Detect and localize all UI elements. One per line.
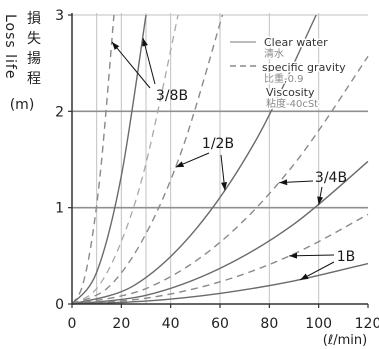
curve-3-8b-viscosity	[71, 14, 179, 305]
annotation-label-1-2b: 1/2B	[202, 136, 234, 152]
y-tick-label: 3	[55, 8, 64, 24]
y-axis-title: Loss life 損 失 揚 程 (m)	[2, 11, 41, 113]
y-axis-title-cn-char: 揚	[27, 50, 41, 67]
curve-3-8b-specific-gravity	[71, 14, 115, 305]
y-tick-label: 1	[55, 201, 64, 217]
x-tick-label: 0	[68, 316, 77, 332]
x-tick-label: 120	[355, 316, 379, 332]
grid-lines	[72, 13, 368, 304]
annotation-arrow-3-8b	[111, 41, 151, 89]
y-axis-title-en: Loss life	[2, 14, 18, 79]
curve-1-2b-clear-water	[71, 14, 317, 305]
curve-3-8b-clear-water	[71, 14, 147, 305]
curve-1b-specific-gravity	[71, 213, 369, 305]
legend-label-viscosity: Viscosity	[266, 86, 315, 99]
y-axis-title-cn-char: 損	[27, 11, 41, 27]
annotation-arrow-3-4b	[279, 179, 314, 186]
curve-1-2b-specific-gravity	[71, 14, 224, 305]
annotation-arrow-3-8b	[142, 37, 156, 85]
legend-label-specific-gravity: specific gravity	[262, 61, 346, 74]
annotation-label-3-8b: 3/8B	[156, 88, 188, 104]
annotation-arrow-1b	[299, 261, 335, 281]
size-annotations: 3/8B 1/2B 3/4B 1B	[111, 37, 356, 281]
annotation-arrow-1b	[289, 252, 335, 259]
annotation-arrow-1-2b	[175, 152, 210, 168]
y-axis-title-cn-char: 程	[27, 71, 41, 87]
x-tick-label: 100	[305, 316, 332, 332]
annotation-label-3-4b: 3/4B	[315, 170, 347, 186]
curve-1b-clear-water	[71, 262, 369, 305]
legend-sublabel-specific-gravity: 比重-0.9	[264, 72, 304, 85]
x-tick-label: 80	[260, 316, 278, 332]
x-tick-label: 20	[112, 316, 130, 332]
annotation-label-1b: 1B	[337, 249, 356, 265]
y-tick-label: 2	[55, 104, 64, 120]
x-axis-unit: (ℓ/min)	[323, 333, 367, 348]
legend-label-clear-water: Clear water	[264, 36, 328, 49]
tick-labels: 0 20 40 60 80 100 120 0 1 2 3	[55, 8, 379, 332]
y-axis-unit: (m)	[10, 97, 35, 113]
curve-3-4b-specific-gravity	[71, 56, 369, 305]
annotation-arrow-3-4b	[317, 186, 324, 205]
x-tick-label: 60	[211, 316, 229, 332]
y-tick-label: 0	[55, 297, 64, 313]
curves	[71, 14, 369, 305]
legend-sublabel-viscosity: 粘度-40cSt	[266, 97, 318, 110]
y-axis-title-cn-char: 失	[27, 31, 41, 47]
legend: Clear water 清水 specific gravity 比重-0.9 V…	[230, 35, 348, 112]
legend-sublabel-clear-water: 清水	[264, 47, 284, 60]
annotation-arrow-1-2b	[220, 154, 228, 191]
x-tick-label: 40	[162, 316, 180, 332]
